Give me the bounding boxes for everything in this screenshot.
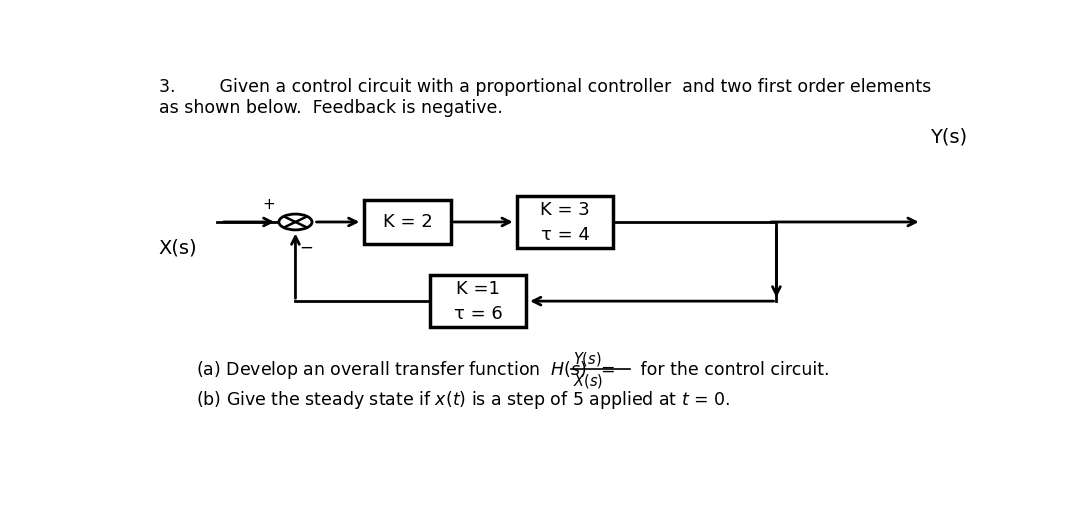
Text: (b) Give the steady state if $x(t)$ is a step of 5 applied at $t$ = 0.: (b) Give the steady state if $x(t)$ is a…	[196, 389, 731, 411]
Text: $X(s)$: $X(s)$	[574, 373, 603, 391]
Text: τ = 4: τ = 4	[540, 226, 590, 244]
Bar	[364, 200, 450, 244]
Text: X(s): X(s)	[158, 238, 197, 257]
Bar	[517, 196, 613, 248]
Text: +: +	[262, 197, 275, 212]
Text: K = 3: K = 3	[540, 201, 590, 219]
Text: as shown below.  Feedback is negative.: as shown below. Feedback is negative.	[158, 99, 503, 117]
Text: 3.        Given a control circuit with a proportional controller  and two first : 3. Given a control circuit with a propor…	[158, 78, 931, 96]
Text: (a) Develop an overall transfer function  $H(s)$  $=$: (a) Develop an overall transfer function…	[196, 359, 615, 381]
Text: Y(s): Y(s)	[930, 127, 967, 146]
Text: K =1: K =1	[456, 280, 500, 298]
Bar	[430, 276, 525, 327]
Text: K = 2: K = 2	[383, 213, 432, 231]
Text: −: −	[299, 238, 312, 256]
Text: $Y(s)$: $Y(s)$	[574, 351, 602, 369]
Text: τ = 6: τ = 6	[454, 305, 502, 323]
Text: for the control circuit.: for the control circuit.	[636, 361, 830, 379]
